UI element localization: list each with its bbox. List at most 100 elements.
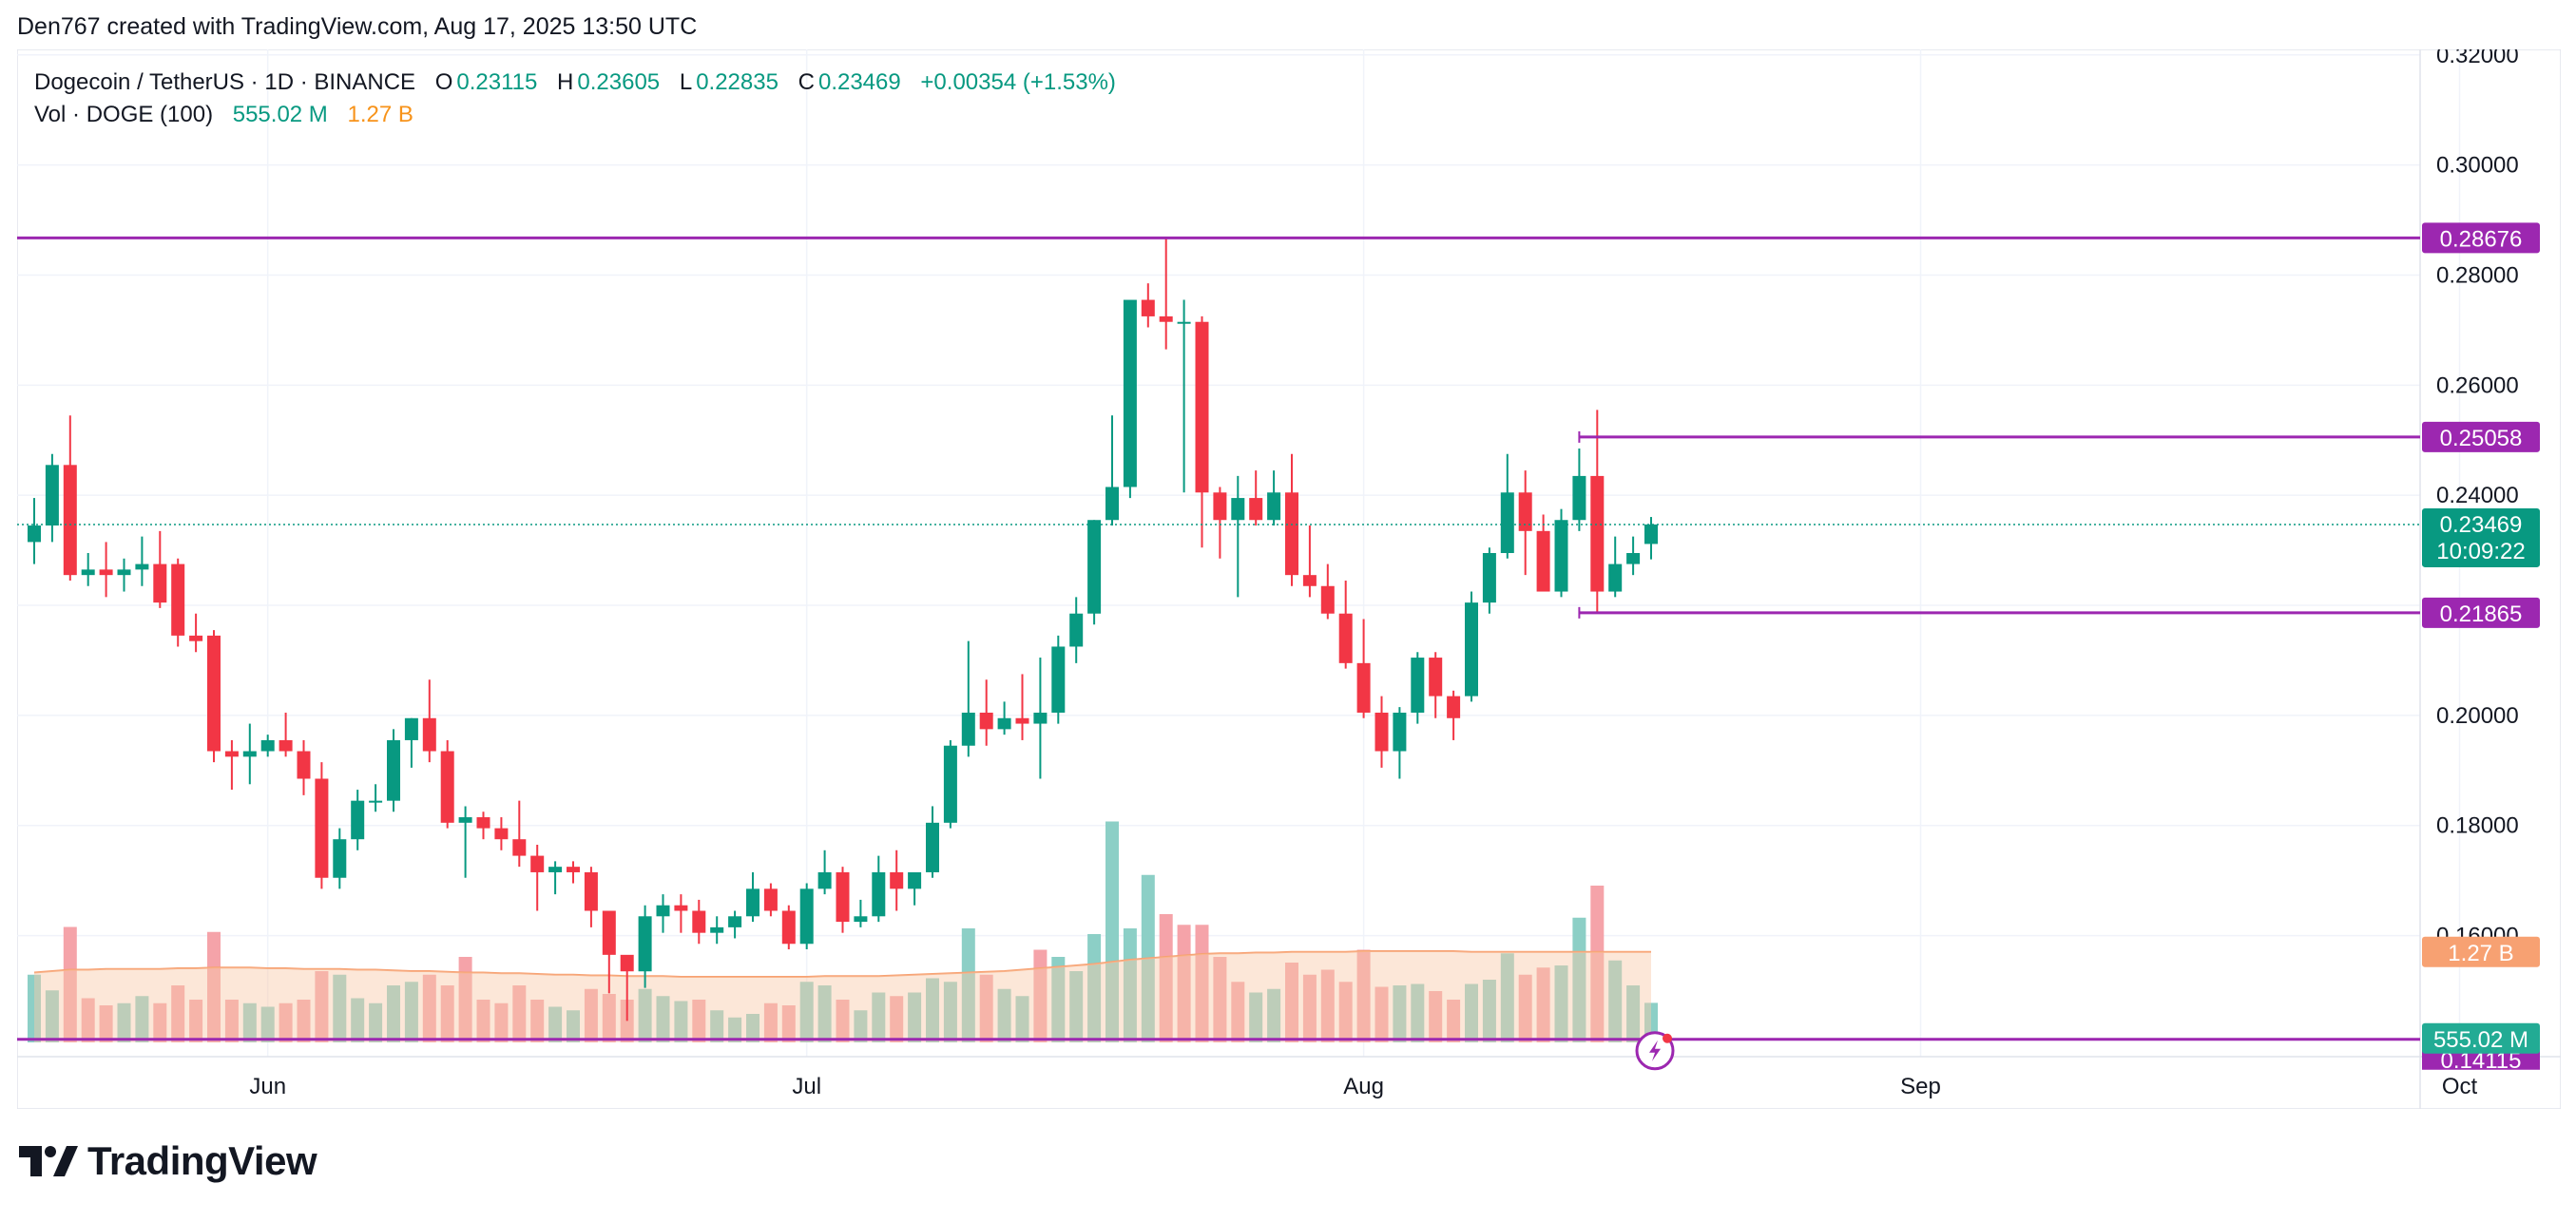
legend-price-row: Dogecoin / TetherUS · 1D · BINANCE O 0.23…	[34, 67, 1120, 99]
volume-ma-value: 1.27 B	[347, 102, 413, 127]
time-tick-label: Aug	[1343, 1074, 1384, 1099]
volume-bar	[961, 928, 975, 1042]
candle-body	[1320, 585, 1335, 614]
candle-body	[710, 926, 724, 933]
volume-bar	[171, 985, 185, 1042]
last-price-tag-text: 0.23469	[2440, 512, 2523, 538]
last-price-tag	[2422, 507, 2540, 567]
volume-ma-tag-text: 1.27 B	[2448, 941, 2513, 966]
candle-body	[476, 817, 490, 829]
candle-body	[1644, 524, 1658, 544]
volume-bar	[674, 1001, 688, 1042]
candle-body	[692, 910, 706, 933]
time-tick-label: Oct	[2442, 1074, 2478, 1099]
candle-body	[1500, 492, 1514, 553]
level-tag-text: 0.21865	[2440, 601, 2523, 627]
candle-body	[1015, 717, 1029, 724]
lightning-icon-dot	[1663, 1033, 1672, 1043]
high-value: 0.23605	[577, 69, 661, 95]
volume-bar	[836, 1000, 850, 1042]
candle-body	[567, 867, 580, 872]
volume-bar	[242, 1002, 257, 1042]
volume-bar	[135, 996, 149, 1042]
chart-credit: Den767 created with TradingView.com, Aug…	[17, 13, 698, 40]
candle-body	[494, 828, 509, 840]
volume-bar	[351, 998, 365, 1042]
volume-bar	[1518, 974, 1532, 1042]
volume-bar	[315, 971, 329, 1042]
volume-bar	[387, 985, 400, 1042]
brand[interactable]: TradingView	[19, 1138, 317, 1184]
candle-body	[1177, 321, 1191, 324]
candle-body	[1465, 602, 1478, 697]
candle-body	[836, 871, 850, 923]
candle-body	[1213, 492, 1227, 521]
volume-bar	[440, 985, 454, 1042]
volume-bar	[422, 974, 436, 1042]
candle-body	[1590, 475, 1605, 592]
candle-body	[799, 888, 814, 945]
candle-body	[404, 717, 418, 740]
level-tag-text: 0.28676	[2440, 226, 2523, 252]
volume-bar	[656, 996, 670, 1042]
candle-body	[440, 751, 454, 823]
candle-body	[297, 751, 311, 779]
candle-body	[153, 563, 167, 603]
volume-bar	[512, 985, 527, 1042]
volume-ma-area	[34, 951, 1651, 1042]
close-value: 0.23469	[817, 69, 901, 95]
candle-body	[63, 465, 77, 576]
volume-bar	[997, 988, 1011, 1042]
candle-body	[943, 745, 957, 823]
candle-body	[189, 635, 203, 641]
volume-bar	[1590, 886, 1605, 1042]
candle-body	[333, 839, 347, 878]
candle-body	[1069, 613, 1084, 647]
candle-body	[1033, 712, 1048, 724]
volume-bar	[1608, 960, 1623, 1042]
volume-bar	[1447, 1000, 1461, 1042]
candle-body	[674, 905, 688, 911]
chart-border	[17, 49, 2561, 1109]
candle-body	[854, 916, 868, 923]
volume-bar	[333, 974, 347, 1042]
chart-frame[interactable]: 0.32000 0.30000 0.28000 0.26000 0.24000 0.200…	[17, 49, 2561, 1109]
candle-body	[1141, 299, 1155, 316]
candle-body	[1123, 299, 1137, 487]
high-label: H	[557, 69, 574, 95]
symbol-label[interactable]: Dogecoin / TetherUS · 1D · BINANCE	[34, 69, 416, 95]
open-value: 0.23115	[456, 69, 538, 95]
candle-body	[224, 751, 239, 757]
price-tick-label: 0.30000	[2436, 153, 2519, 179]
volume-bar	[1375, 986, 1389, 1042]
volume-bar	[1465, 983, 1478, 1042]
volume-bar	[1536, 967, 1550, 1042]
volume-bar	[710, 1010, 724, 1042]
candle-body	[171, 563, 185, 636]
horizontal-levels[interactable]	[17, 236, 2420, 1041]
candle-body	[1518, 492, 1532, 531]
volume-label[interactable]: Vol · DOGE (100)	[34, 102, 214, 127]
candlestick-series	[28, 238, 1658, 1022]
volume-bar	[45, 990, 59, 1042]
volume-bar	[260, 1006, 275, 1042]
candle-body	[584, 871, 598, 911]
price-axis[interactable]: 0.32000 0.30000 0.28000 0.26000 0.24000 0.200…	[2436, 49, 2519, 949]
candle-body	[1051, 646, 1066, 713]
tradingview-logo-icon	[19, 1146, 78, 1176]
lightning-icon[interactable]	[1635, 1031, 1675, 1071]
volume-bar	[1087, 934, 1102, 1042]
chart-legend: Dogecoin / TetherUS · 1D · BINANCE O 0.23…	[34, 67, 1120, 131]
level-tag	[2422, 421, 2540, 452]
candle-body	[1105, 487, 1119, 521]
volume-bar	[1338, 982, 1353, 1042]
price-tags: 0.286760.250580.218650.141150.2346910:09…	[2422, 222, 2540, 1074]
volume-bar	[1572, 917, 1586, 1042]
volume-bar	[781, 1005, 796, 1042]
time-axis[interactable]: Jun Jul Aug Sep Oct	[249, 1074, 2477, 1099]
candle-body	[1482, 553, 1496, 603]
candle-body	[117, 569, 131, 576]
candle-body	[1338, 613, 1353, 663]
volume-bar	[1177, 925, 1191, 1042]
price-tick-label: 0.24000	[2436, 483, 2519, 508]
